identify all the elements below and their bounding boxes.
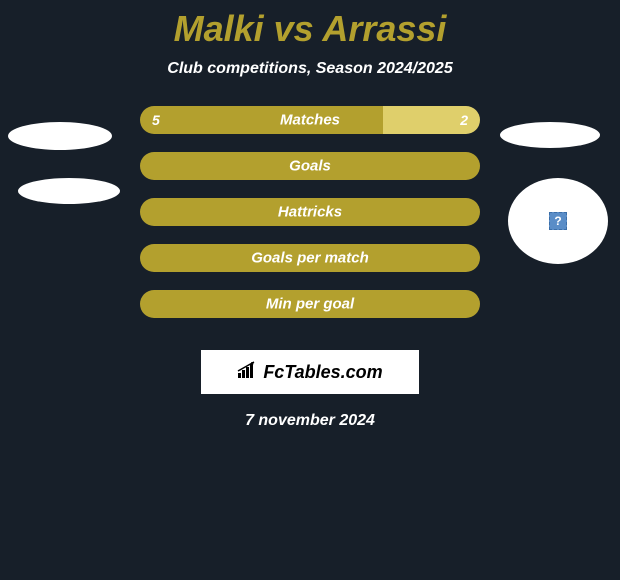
comparison-infographic: Malki vs Arrassi Club competitions, Seas… [0, 0, 620, 580]
logo: FcTables.com [237, 361, 382, 384]
stat-row: Min per goal [0, 290, 620, 318]
stat-bar: Matches 5 2 [140, 106, 480, 134]
stat-bar: Min per goal [140, 290, 480, 318]
stat-row: Goals per match [0, 244, 620, 272]
page-title: Malki vs Arrassi [174, 8, 447, 50]
stat-label: Min per goal [266, 296, 354, 313]
date: 7 november 2024 [245, 412, 375, 430]
subtitle: Club competitions, Season 2024/2025 [167, 60, 452, 78]
stat-label: Matches [280, 112, 340, 129]
stat-label: Hattricks [278, 204, 342, 221]
stat-row: Hattricks [0, 198, 620, 226]
stat-label: Goals per match [251, 250, 369, 267]
stat-bar: Goals [140, 152, 480, 180]
stat-row: Matches 5 2 [0, 106, 620, 134]
stat-bar: Goals per match [140, 244, 480, 272]
stat-value-right: 2 [460, 112, 468, 128]
bar-left-segment [140, 106, 383, 134]
stat-value-left: 5 [152, 112, 160, 128]
stat-label: Goals [289, 158, 331, 175]
stat-row: Goals [0, 152, 620, 180]
logo-box: FcTables.com [201, 350, 419, 394]
logo-chart-icon [237, 361, 259, 384]
stat-bar: Hattricks [140, 198, 480, 226]
